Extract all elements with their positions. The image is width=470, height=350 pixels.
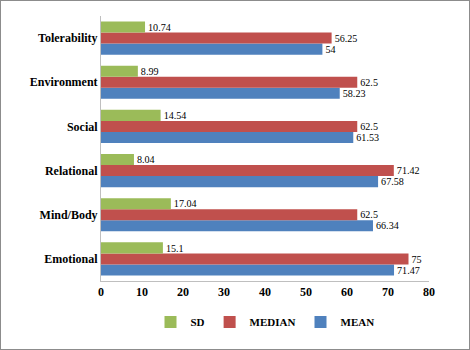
svg-text:10.74: 10.74 [148,22,171,33]
svg-text:58.23: 58.23 [343,88,366,99]
svg-text:40: 40 [259,285,271,299]
svg-text:71.47: 71.47 [397,265,420,276]
svg-text:Environment: Environment [30,75,98,89]
svg-text:Emotional: Emotional [44,252,98,266]
svg-text:80: 80 [423,285,435,299]
svg-text:Social: Social [67,120,98,134]
svg-text:50: 50 [300,285,312,299]
svg-text:MEAN: MEAN [341,316,375,328]
svg-text:20: 20 [177,285,189,299]
svg-text:8.99: 8.99 [141,66,159,77]
svg-text:60: 60 [341,285,353,299]
svg-text:71.42: 71.42 [397,165,420,176]
svg-text:Tolerability: Tolerability [38,31,98,45]
svg-text:Mind/Body: Mind/Body [40,208,98,222]
svg-text:14.54: 14.54 [164,110,187,121]
svg-text:62.5: 62.5 [360,209,378,220]
svg-text:Relational: Relational [45,164,98,178]
svg-text:8.04: 8.04 [137,154,155,165]
svg-text:SD: SD [191,316,205,328]
svg-text:66.34: 66.34 [376,220,399,231]
svg-text:10: 10 [136,285,148,299]
svg-text:MEDIAN: MEDIAN [250,316,296,328]
svg-text:61.53: 61.53 [356,132,379,143]
svg-text:54: 54 [325,44,335,55]
svg-text:17.04: 17.04 [174,198,197,209]
svg-text:0: 0 [98,285,104,299]
svg-text:56.25: 56.25 [335,33,358,44]
svg-text:30: 30 [218,285,230,299]
svg-text:15.1: 15.1 [166,243,184,254]
svg-text:67.58: 67.58 [381,176,404,187]
svg-text:62.5: 62.5 [360,77,378,88]
svg-text:70: 70 [382,285,394,299]
svg-text:75: 75 [412,254,422,265]
svg-text:62.5: 62.5 [360,121,378,132]
